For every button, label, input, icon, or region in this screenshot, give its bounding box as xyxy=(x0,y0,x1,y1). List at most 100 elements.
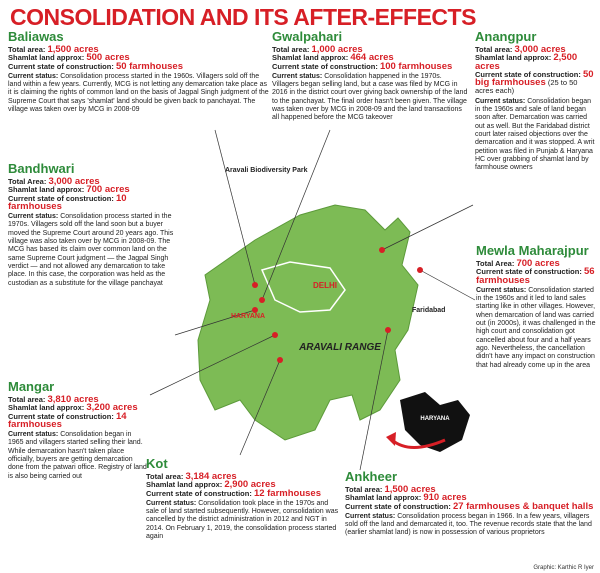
field: Total area: 3,810 acres xyxy=(8,395,148,405)
field: Shamlat land approx: 500 acres xyxy=(8,52,270,64)
status-label: Current status: xyxy=(8,213,59,221)
map-label: HARYANA xyxy=(420,416,450,422)
status-label: Current status: xyxy=(146,499,197,507)
field: Current state of construction: 56 farmho… xyxy=(476,266,596,286)
delhi-border xyxy=(260,261,346,313)
field-label: Current state of construction: xyxy=(475,69,581,79)
field-label: Current state of construction: xyxy=(146,488,252,498)
field-note: (25 to 50 acres each) xyxy=(475,78,578,96)
status: Current status: Consolidation began in th… xyxy=(475,98,595,173)
status-label: Current status: xyxy=(476,286,527,294)
field: Total area: 3,184 acres xyxy=(146,471,341,482)
field-label: Shamlat land approx: xyxy=(272,53,349,63)
field-label: Current state of construction: xyxy=(8,61,114,71)
field-value: 3,000 acres xyxy=(514,44,566,55)
field: Current state of construction: 12 farmho… xyxy=(146,488,341,498)
status: Current status: Consolidation process beg… xyxy=(345,513,595,538)
field-value: 10 farmhouses xyxy=(8,192,127,212)
village-panel: Bandhwari Total Area: 3,000 acres Shamlat … xyxy=(8,162,176,288)
field-value: 50 big farmhouses xyxy=(475,68,594,89)
title: CONSOLIDATION AND ITS AFTER-EFFECTS xyxy=(10,4,476,30)
status-text: Consolidation took place in the 1970s an… xyxy=(146,499,339,541)
field: Shamlat land approx: 910 acres xyxy=(345,493,595,503)
field-value: 1,000 acres xyxy=(311,44,363,55)
village-panel: Anangpur Total area: 3,000 acres Shamlat l… xyxy=(475,30,595,172)
field: Total Area: 700 acres xyxy=(476,258,596,269)
field-label: Total area: xyxy=(146,472,184,481)
field-value: 464 acres xyxy=(350,52,394,64)
village-panel: Baliawas Total area: 1,500 acres Shamlat l… xyxy=(8,30,270,114)
field: Shamlat land approx: 700 acres xyxy=(8,184,176,196)
map-label: DELHI xyxy=(313,281,337,290)
field-value: 2,900 acres xyxy=(224,479,276,491)
field: Current state of construction: 50 farmho… xyxy=(8,60,270,72)
field-value: 14 farmhouses xyxy=(8,410,127,430)
field-label: Current state of construction: xyxy=(8,193,114,203)
field-value: 50 farmhouses xyxy=(115,60,183,72)
status-label: Current status: xyxy=(8,431,59,439)
map-label: Faridabad xyxy=(412,307,445,314)
field-label: Shamlat land approx: xyxy=(8,403,85,413)
field: Total area: 3,000 acres xyxy=(475,44,595,55)
field-value: 3,200 acres xyxy=(86,402,138,414)
field-label: Current state of construction: xyxy=(272,61,378,71)
village-panel: Ankheer Total area: 1,500 acres Shamlat la… xyxy=(345,470,595,538)
field-value: 3,184 acres xyxy=(185,471,237,482)
field-label: Shamlat land approx: xyxy=(8,185,85,195)
status-text: Consolidation happened in the 1970s. Vil… xyxy=(272,72,468,122)
field: Total area: 1,500 acres xyxy=(345,484,595,495)
village-name: Baliawas xyxy=(8,29,64,44)
map-label: Aravali Biodiversity Park xyxy=(225,167,308,174)
status-text: Consolidation began in 1965 and villager… xyxy=(8,431,147,480)
field-label: Current state of construction: xyxy=(476,267,582,277)
status-label: Current status: xyxy=(475,97,526,105)
field-label: Current state of construction: xyxy=(8,411,114,421)
status: Current status: Consolidation process sta… xyxy=(8,213,176,288)
field-label: Total Area: xyxy=(476,259,515,268)
status-text: Consolidation began in the 1960s and sal… xyxy=(475,97,595,172)
credit: Graphic: Karthic R Iyer xyxy=(533,565,594,571)
village-panel: Kot Total area: 3,184 acres Shamlat land a… xyxy=(146,457,341,541)
village-name: Bandhwari xyxy=(8,161,75,176)
field-label: Shamlat land approx: xyxy=(8,53,85,63)
village-name: Mangar xyxy=(8,379,55,394)
field-value: 500 acres xyxy=(86,52,130,64)
field-label: Shamlat land approx: xyxy=(475,53,552,63)
field-label: Total Area: xyxy=(8,177,47,186)
field: Shamlat land approx: 3,200 acres xyxy=(8,402,148,414)
field: Total area: 1,500 acres xyxy=(8,44,270,55)
village-name: Ankheer xyxy=(345,469,398,484)
village-dots xyxy=(252,247,423,363)
status: Current status: Consolidation happened in… xyxy=(272,73,470,123)
field-label: Shamlat land approx: xyxy=(345,493,422,503)
aravali-region xyxy=(197,204,419,441)
field-value: 1,500 acres xyxy=(384,484,436,495)
map-label: HARYANA xyxy=(231,313,265,320)
map-label: ARAVALI RANGE xyxy=(298,342,381,353)
field-value: 700 acres xyxy=(86,184,130,196)
village-panel: Mangar Total area: 3,810 acres Shamlat lan… xyxy=(8,380,148,481)
field-value: 1,500 acres xyxy=(47,44,99,55)
field-label: Shamlat land approx: xyxy=(146,480,223,490)
field-label: Total area: xyxy=(345,485,383,494)
field-value: 56 farmhouses xyxy=(476,266,595,286)
field-label: Total area: xyxy=(272,45,310,54)
field-value: 2,500 acres xyxy=(475,52,578,72)
field: Shamlat land approx: 464 acres xyxy=(272,52,470,64)
haryana-inset xyxy=(400,392,470,452)
village-name: Anangpur xyxy=(475,29,537,44)
field: Current state of construction: 27 farmho… xyxy=(345,501,595,511)
field: Shamlat land approx: 2,500 acres xyxy=(475,52,595,72)
field-value: 700 acres xyxy=(516,258,560,269)
field: Current state of construction: 14 farmho… xyxy=(8,410,148,430)
field: Current state of construction: 10 farmho… xyxy=(8,192,176,212)
field-label: Total area: xyxy=(475,45,513,54)
status: Current status: Consolidation process sta… xyxy=(8,73,270,114)
village-panel: Gwalpahari Total area: 1,000 acres Shamlat… xyxy=(272,30,470,123)
field: Total Area: 3,000 acres xyxy=(8,177,176,187)
field: Current state of construction: 100 farmh… xyxy=(272,61,470,71)
status: Current status: Consolidation took place … xyxy=(146,500,341,541)
village-panel: Mewla Maharajpur Total Area: 700 acres Cur… xyxy=(476,244,596,370)
status-label: Current status: xyxy=(345,512,396,520)
